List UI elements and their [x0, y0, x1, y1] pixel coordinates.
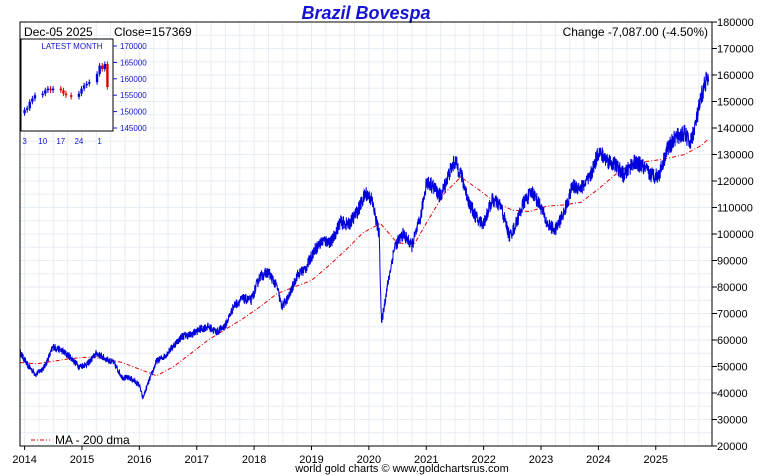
- inset-x-tick-label: 17: [56, 137, 65, 146]
- inset-x-tick-label: 10: [38, 137, 47, 146]
- inset-y-tick-label: 165000: [120, 58, 147, 67]
- inset-candle: [103, 64, 107, 69]
- x-tick-label: 2014: [12, 454, 36, 466]
- inset-y-tick-label: 150000: [120, 108, 147, 117]
- x-tick-label: 2024: [586, 454, 610, 466]
- legend-ma-label: MA - 200 dma: [55, 433, 130, 447]
- inset-frame: [20, 38, 114, 132]
- inset-y-axis: 145000 150000 155000 160000 165000 170000: [113, 42, 147, 133]
- inset-candle: [62, 90, 65, 94]
- grid: [20, 22, 712, 446]
- x-tick-label: 2015: [70, 454, 94, 466]
- x-tick-label: 2016: [127, 454, 151, 466]
- y-tick-label: 100000: [717, 229, 754, 241]
- inset-x-tick-label: 24: [74, 137, 83, 146]
- y-tick-label: 160000: [717, 70, 754, 82]
- y-tick-label: 30000: [717, 415, 748, 427]
- x-tick-label: 2022: [471, 454, 495, 466]
- inset-candle: [82, 85, 86, 89]
- y-tick-label: 50000: [717, 362, 748, 374]
- y-tick-label: 130000: [717, 150, 754, 162]
- inset-candles: [23, 61, 109, 116]
- x-tick-label: 2023: [529, 454, 553, 466]
- y-tick-label: 180000: [717, 17, 754, 29]
- price-series-line: [19, 71, 710, 400]
- inset-y-tick-label: 170000: [120, 42, 147, 51]
- inset-candle: [101, 65, 104, 69]
- x-tick-label: 2017: [184, 454, 208, 466]
- inset-title: LATEST MONTH: [41, 42, 102, 51]
- inset-x-tick-label: 3: [22, 137, 27, 146]
- header-close: Close=157369: [114, 25, 192, 39]
- ma-200-line: [19, 138, 709, 377]
- inset-candle: [85, 83, 88, 86]
- inset-candle: [95, 73, 99, 83]
- y-tick-label: 80000: [717, 282, 748, 294]
- price-line: [19, 71, 710, 400]
- y-tick-label: 40000: [717, 388, 748, 400]
- y-tick-label: 140000: [717, 123, 754, 135]
- y-tick-label: 90000: [717, 256, 748, 268]
- x-axis: 2014 2015 2016 2017 2018 2019 2020 2021 2022 2023…: [12, 446, 668, 466]
- inset-candle: [88, 82, 91, 84]
- inset-candle: [106, 64, 109, 87]
- y-tick-label: 60000: [717, 335, 748, 347]
- x-tick-label: 2019: [299, 454, 323, 466]
- inset-y-tick-label: 145000: [120, 124, 147, 133]
- x-tick-label: 2025: [644, 454, 668, 466]
- inset-x-tick-label: 1: [97, 137, 102, 146]
- inset-candle: [77, 93, 81, 97]
- inset-candle: [28, 101, 31, 109]
- inset-candle: [33, 95, 37, 99]
- inset-candle: [41, 93, 44, 96]
- credit-text: world gold charts © www.goldchartsrus.co…: [294, 463, 509, 475]
- inset-y-tick-label: 160000: [120, 75, 147, 84]
- inset-x-axis: 3 10 17 24 1: [22, 137, 102, 146]
- inset-candle: [25, 108, 29, 110]
- inset-candle: [80, 88, 83, 94]
- y-tick-label: 70000: [717, 309, 748, 321]
- inset-candle: [98, 65, 101, 74]
- inset-y-tick-label: 155000: [120, 91, 147, 100]
- chart-title: Brazil Bovespa: [301, 3, 430, 23]
- inset-candle: [46, 88, 50, 91]
- x-tick-label: 2018: [242, 454, 266, 466]
- inset-candle: [23, 109, 26, 114]
- inset-chart: LATEST MONTH 145000 150000 155000 160000 165…: [20, 38, 147, 146]
- y-tick-label: 20000: [717, 441, 748, 453]
- y-tick-label: 150000: [717, 97, 754, 109]
- inset-candle: [31, 98, 34, 102]
- inset-candle: [69, 95, 73, 97]
- inset-candle: [59, 88, 63, 91]
- y-tick-label: 170000: [717, 44, 754, 56]
- y-tick-label: 110000: [717, 203, 753, 215]
- inset-candle: [49, 88, 52, 91]
- y-tick-label: 120000: [717, 176, 754, 188]
- legend: MA - 200 dma: [31, 433, 130, 447]
- x-tick-label: 2021: [414, 454, 438, 466]
- ma-series-line: [19, 138, 709, 377]
- x-tick-label: 2020: [357, 454, 381, 466]
- inset-candle: [51, 88, 55, 91]
- inset-candle: [64, 93, 68, 96]
- header-change: Change -7,087.00 (-4.50%): [563, 25, 708, 39]
- y-axis: 20000 30000 40000 50000 60000 70000 80000 90000…: [712, 17, 754, 453]
- header-date: Dec-05 2025: [24, 25, 93, 39]
- inset-candle: [44, 90, 47, 94]
